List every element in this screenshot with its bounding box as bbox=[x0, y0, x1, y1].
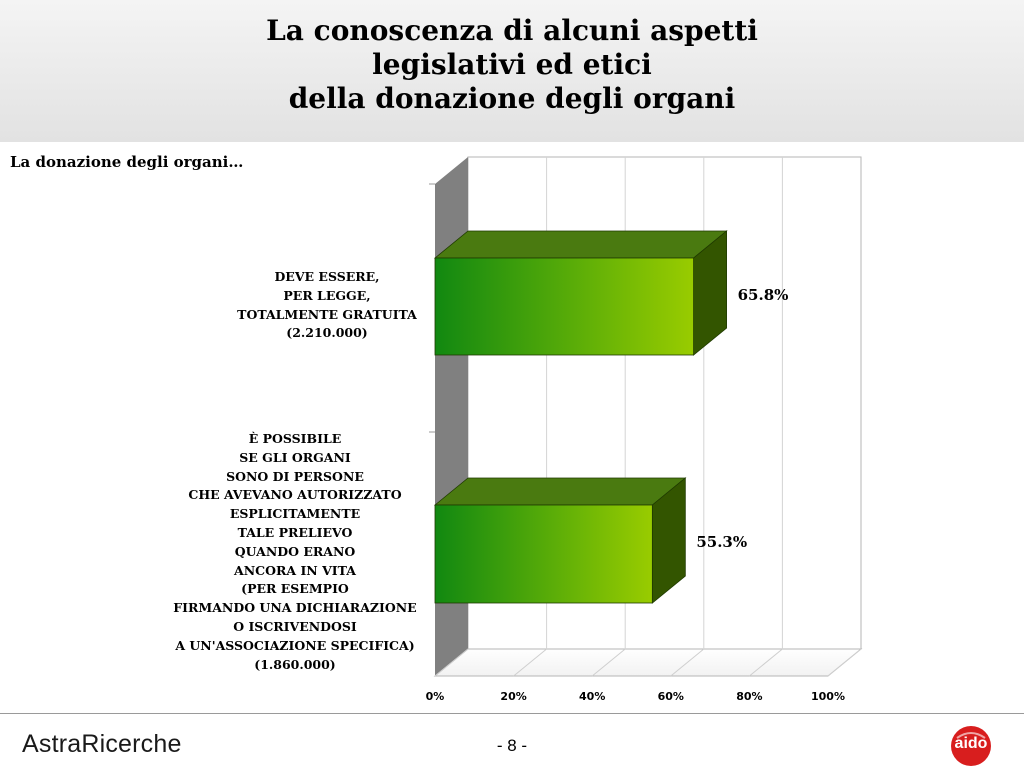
aido-logo-label: aido bbox=[954, 735, 988, 752]
title-line-1: La conoscenza di alcuni aspetti bbox=[266, 14, 758, 47]
aido-logo: aido bbox=[948, 724, 994, 768]
category-label-line: È POSSIBILE bbox=[248, 431, 342, 446]
category-label-consent: È POSSIBILE SE GLI ORGANI SONO DI PERSONE C… bbox=[160, 430, 430, 674]
page-number: - 8 - bbox=[496, 736, 528, 755]
category-label-line: TOTALMENTE GRATUITA bbox=[237, 306, 417, 322]
category-label-line: (PER ESEMPIO bbox=[241, 581, 349, 597]
category-label-line: QUANDO ERANO bbox=[234, 543, 356, 559]
category-label-line: A UN'ASSOCIAZIONE SPECIFICA) bbox=[175, 637, 415, 653]
bar-value-label: 55.3% bbox=[696, 533, 747, 551]
x-tick-label: 60% bbox=[658, 690, 684, 703]
x-tick-label: 100% bbox=[811, 690, 845, 703]
bar-front-face bbox=[434, 504, 653, 604]
x-tick-label: 80% bbox=[736, 690, 762, 703]
chart-floor bbox=[433, 648, 863, 677]
category-label-line: SE GLI ORGANI bbox=[239, 449, 351, 465]
category-label-line: ANCORA IN VITA bbox=[234, 562, 356, 578]
chart-subtitle: La donazione degli organi… bbox=[10, 153, 244, 171]
footer-bar bbox=[0, 713, 1024, 769]
category-label-line: SONO DI PERSONE bbox=[226, 468, 364, 484]
category-label-legal: DEVE ESSERE, PER LEGGE, TOTALMENTE GRATUIT… bbox=[220, 268, 434, 343]
category-label-line: DEVE ESSERE, bbox=[274, 269, 380, 284]
floor-gridline bbox=[670, 648, 705, 677]
bar-top-face bbox=[433, 477, 687, 506]
category-label-line: TALE PRELIEVO bbox=[237, 524, 353, 540]
slide-title: La conoscenza di alcuni aspetti legislat… bbox=[0, 14, 1024, 116]
aido-logo-icon bbox=[951, 726, 991, 766]
floor-gridline bbox=[827, 648, 862, 677]
category-label-line: O ISCRIVENDOSI bbox=[233, 618, 357, 634]
category-label-line: FIRMANDO UNA DICHIARAZIONE bbox=[173, 600, 417, 616]
category-label-line: CHE AVEVANO AUTORIZZATO bbox=[188, 487, 402, 503]
header-band bbox=[0, 0, 1024, 142]
category-label-line: (2.210.000) bbox=[286, 325, 368, 341]
category-label-line: PER LEGGE, bbox=[283, 287, 371, 303]
floor-gridline bbox=[591, 648, 626, 677]
bar-top-face bbox=[433, 230, 728, 259]
bar-value-label: 65.8% bbox=[738, 286, 789, 304]
floor-gridline bbox=[434, 648, 469, 677]
floor-gridline bbox=[749, 648, 783, 677]
bar-front-face bbox=[434, 257, 694, 356]
floor-gridline bbox=[513, 648, 547, 677]
x-tick-label: 20% bbox=[500, 690, 526, 703]
title-line-3: della donazione degli organi bbox=[288, 82, 736, 115]
x-tick-label: 0% bbox=[426, 690, 445, 703]
brand-logo-text: AstraRicerche bbox=[22, 730, 182, 758]
bar-chart: 0% 20% 40% 60% 80% 100% 65.8% 55.3% bbox=[426, 156, 863, 703]
x-tick-label: 40% bbox=[579, 690, 605, 703]
category-label-line: ESPLICITAMENTE bbox=[229, 506, 361, 522]
category-label-line: (1.860.000) bbox=[254, 656, 336, 672]
title-line-2: legislativi ed etici bbox=[372, 48, 652, 81]
